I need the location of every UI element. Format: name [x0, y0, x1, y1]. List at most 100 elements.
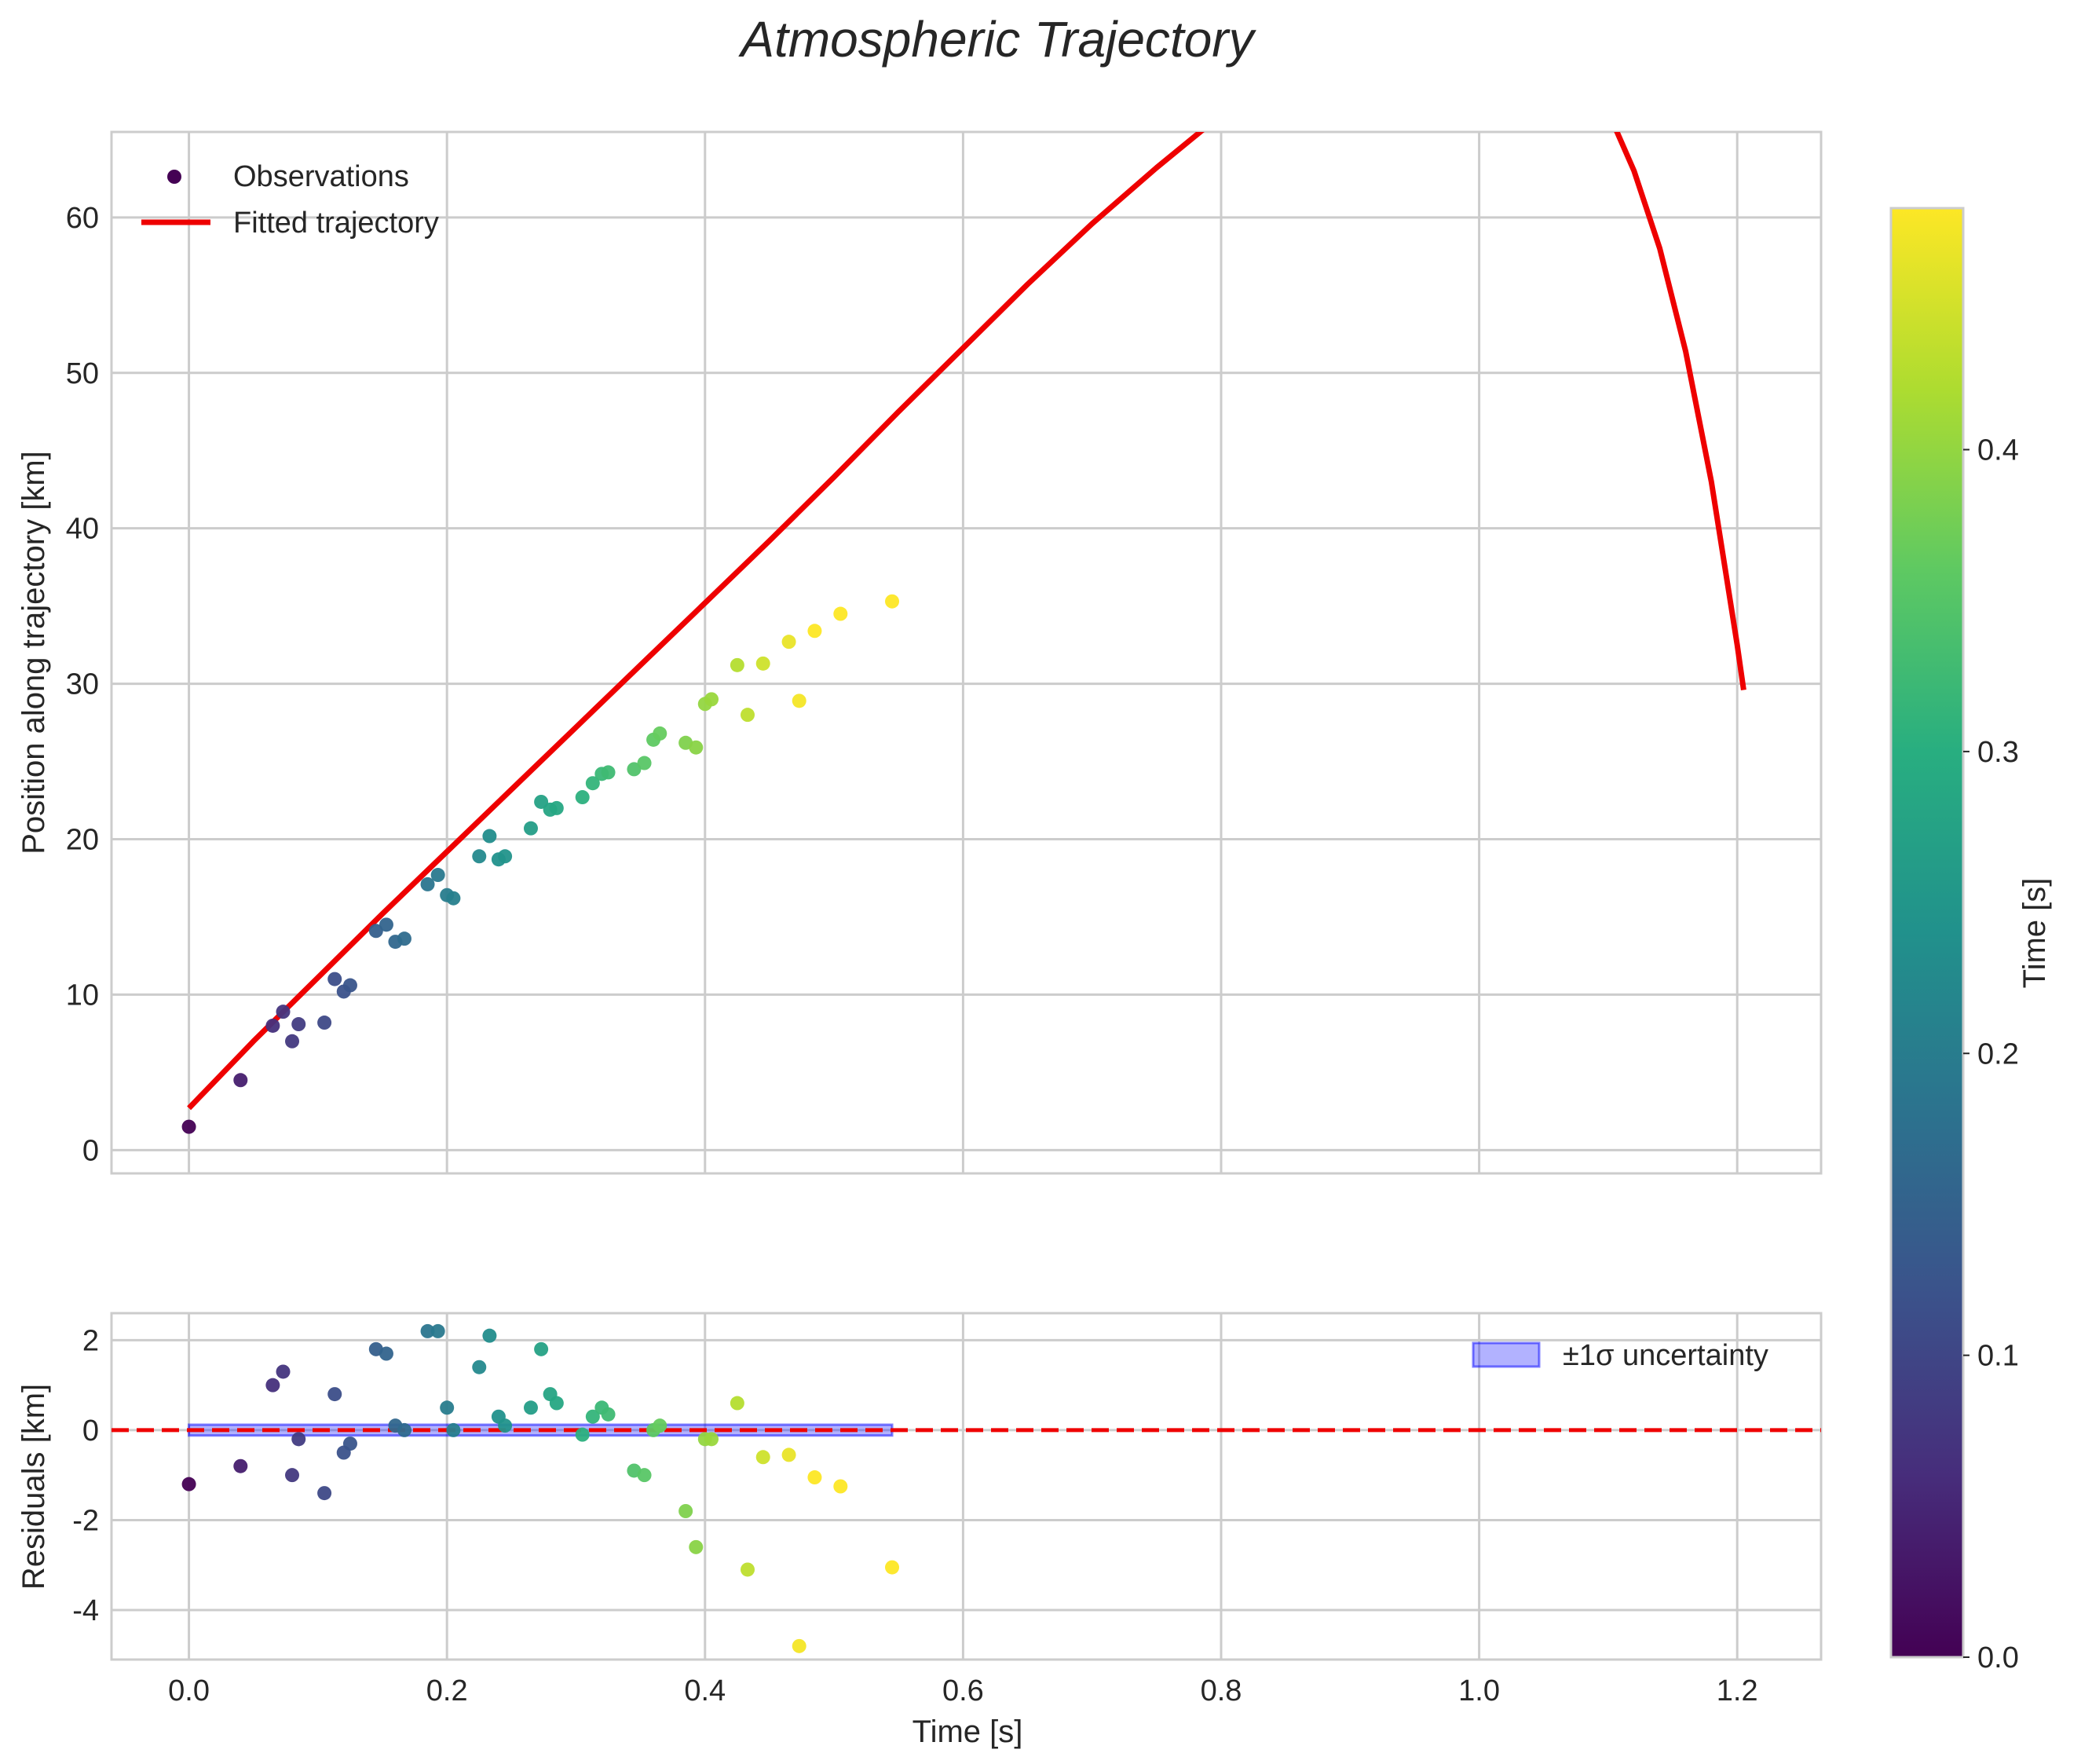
- residual-point: [498, 1418, 513, 1433]
- observation-point: [585, 776, 600, 791]
- residuals-y-tick-label: 0: [82, 1414, 99, 1447]
- residual-point: [397, 1422, 411, 1437]
- residual-point: [342, 1436, 357, 1451]
- observation-point: [833, 606, 848, 621]
- observation-point: [601, 765, 616, 780]
- main-y-tick-label: 20: [66, 823, 99, 856]
- legend-uncertainty-swatch: [1472, 1341, 1541, 1368]
- residual-point: [265, 1378, 280, 1393]
- residuals-axes: -4 -2 0 2 0.0 0.2 0.4 0.6 0.8 1.0 1.2 Residuals […: [16, 1312, 1823, 1749]
- chart-title: Atmospheric Trajectory: [737, 11, 1256, 68]
- fitted-trajectory-line: [187, 132, 1746, 1111]
- observation-point: [327, 972, 342, 986]
- residuals-y-ticks: -4 -2 0 2: [72, 1324, 99, 1627]
- residual-point: [276, 1364, 291, 1379]
- observation-point: [627, 762, 642, 777]
- residual-point: [420, 1323, 435, 1338]
- x-axis-label: Time [s]: [912, 1715, 1023, 1749]
- main-y-tick-label: 60: [66, 202, 99, 235]
- observation-point: [575, 790, 590, 805]
- observation-point: [704, 692, 719, 707]
- residual-point: [601, 1407, 616, 1422]
- observation-point: [233, 1073, 248, 1088]
- legend-uncertainty-label: ±1σ uncertainty: [1563, 1339, 1768, 1372]
- residual-point: [885, 1560, 900, 1575]
- residual-point: [585, 1409, 600, 1424]
- observation-point: [498, 849, 513, 864]
- residual-point: [704, 1432, 719, 1447]
- x-tick-label: 0.6: [942, 1674, 984, 1707]
- observation-point: [689, 740, 704, 755]
- residual-point: [549, 1396, 564, 1411]
- residual-point: [440, 1400, 455, 1415]
- main-axes: 0 10 20 30 40 50 60 Position along trajectory …: [16, 130, 1823, 1175]
- observation-point: [730, 657, 744, 672]
- residual-point: [833, 1479, 848, 1494]
- residual-point: [781, 1447, 796, 1462]
- colorbar-tick-label: 0.3: [1977, 736, 2019, 769]
- residuals-y-axis-label: Residuals [km]: [16, 1384, 51, 1590]
- residuals-y-tick-label: -4: [72, 1594, 99, 1627]
- residual-point: [534, 1341, 549, 1356]
- residual-point: [291, 1432, 306, 1447]
- observation-point: [276, 1005, 291, 1019]
- residual-point: [792, 1638, 806, 1653]
- main-y-axis-label: Position along trajectory [km]: [16, 451, 51, 855]
- residual-point: [482, 1328, 497, 1343]
- residuals-grid: [112, 1313, 1821, 1660]
- x-tick-label: 0.2: [426, 1674, 468, 1707]
- residual-point: [575, 1427, 590, 1442]
- observation-point: [741, 708, 755, 723]
- residuals-y-tick-label: -2: [72, 1504, 99, 1537]
- colorbar-tick-label: 0.2: [1977, 1038, 2019, 1070]
- residual-point: [327, 1387, 342, 1402]
- observation-point: [637, 756, 652, 770]
- main-y-tick-label: 30: [66, 668, 99, 701]
- residuals-legend: ±1σ uncertainty: [1472, 1339, 1768, 1372]
- x-tick-label: 0.0: [168, 1674, 210, 1707]
- main-legend: Observations Fitted trajectory: [141, 160, 439, 240]
- observation-point: [317, 1016, 332, 1030]
- residuals-x-ticks: 0.0 0.2 0.4 0.6 0.8 1.0 1.2: [168, 1674, 1757, 1707]
- colorbar-gradient: [1889, 207, 1965, 1659]
- observation-point: [482, 829, 497, 844]
- residual-point: [233, 1458, 248, 1473]
- colorbar: 0.0 0.1 0.2 0.3 0.4 Time [s]: [1889, 207, 2052, 1674]
- observation-point: [420, 877, 435, 891]
- residual-point: [472, 1360, 487, 1374]
- observation-point: [472, 849, 487, 864]
- main-y-tick-label: 50: [66, 357, 99, 390]
- observation-point: [792, 694, 806, 708]
- residual-point: [755, 1450, 770, 1465]
- residual-point: [285, 1468, 300, 1483]
- observation-point: [523, 821, 538, 836]
- residuals-y-tick-label: 2: [82, 1324, 99, 1357]
- x-tick-label: 0.4: [684, 1674, 726, 1707]
- observation-point: [885, 594, 900, 609]
- observation-point: [430, 868, 445, 883]
- x-tick-label: 1.0: [1458, 1674, 1500, 1707]
- residual-point: [317, 1486, 332, 1501]
- residuals-plot-area: [110, 1312, 1823, 1661]
- residual-point: [181, 1477, 196, 1491]
- legend-fitted-label: Fitted trajectory: [233, 207, 439, 240]
- residual-points: [181, 1323, 900, 1653]
- observation-point: [549, 800, 564, 815]
- x-tick-label: 0.8: [1201, 1674, 1242, 1707]
- observation-point: [807, 624, 822, 639]
- observation-point: [181, 1119, 196, 1134]
- residual-point: [637, 1468, 652, 1483]
- residual-point: [678, 1504, 693, 1518]
- observation-point: [291, 1017, 306, 1032]
- observation-point: [781, 635, 796, 650]
- main-y-tick-label: 40: [66, 513, 99, 546]
- residual-point: [523, 1400, 538, 1415]
- x-tick-label: 1.2: [1717, 1674, 1758, 1707]
- observation-point: [342, 978, 357, 993]
- observation-point: [368, 924, 383, 939]
- residual-point: [807, 1470, 822, 1485]
- main-y-tick-label: 10: [66, 979, 99, 1012]
- colorbar-tick-label: 0.0: [1977, 1641, 2019, 1674]
- legend-observations-marker: [167, 170, 181, 184]
